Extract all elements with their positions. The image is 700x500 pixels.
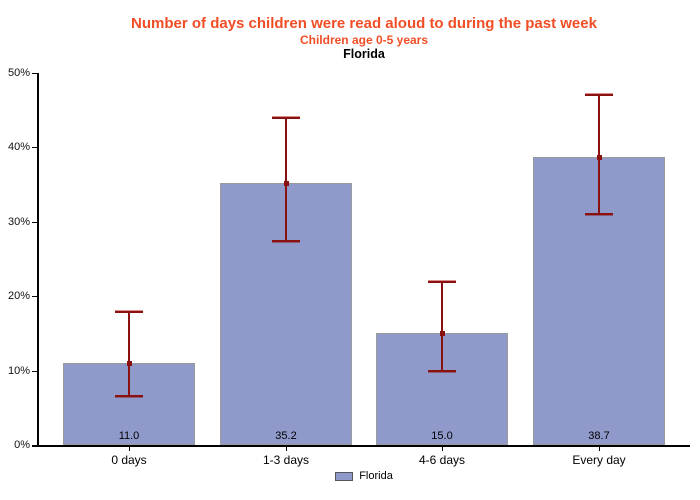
y-tick-label: 30%: [7, 216, 30, 228]
y-tick-label: 0%: [14, 439, 30, 451]
chart-region-line: Florida: [343, 47, 385, 61]
x-tick: [286, 447, 287, 451]
y-tick-label: 10%: [7, 365, 30, 377]
bar-value-label: 15.0: [431, 430, 453, 442]
x-tick: [599, 447, 600, 451]
legend-swatch: [335, 471, 354, 481]
error-bar-marker: [596, 154, 602, 160]
error-bar-cap-bottom: [115, 394, 143, 397]
y-tick: [32, 445, 37, 446]
bar-value-label: 35.2: [275, 430, 297, 442]
y-tick-label: 20%: [7, 290, 30, 302]
x-category-label: 0 days: [111, 453, 147, 467]
error-bar-marker: [283, 180, 289, 186]
error-bar: [285, 118, 287, 242]
y-tick-label: 40%: [7, 141, 30, 153]
legend-label: Florida: [359, 470, 393, 482]
x-category-label: 4-6 days: [418, 453, 466, 467]
x-axis: [32, 445, 690, 447]
error-bar-cap-top: [115, 310, 143, 313]
y-tick: [32, 147, 37, 148]
error-bar-marker: [126, 360, 132, 366]
bar-value-label: 11.0: [118, 430, 140, 442]
bar-value-label: 38.7: [588, 430, 610, 442]
y-tick: [32, 371, 37, 372]
x-category-label: Every day: [572, 453, 626, 467]
y-tick-label: 50%: [7, 67, 30, 79]
error-bar-cap-bottom: [428, 369, 456, 372]
error-bar-cap-bottom: [272, 240, 300, 243]
y-tick: [32, 222, 37, 223]
error-bar-cap-bottom: [585, 212, 613, 215]
error-bar-marker: [439, 330, 445, 336]
y-axis: [37, 73, 39, 447]
chart-header: Number of days children were read aloud …: [38, 14, 690, 61]
error-bar-cap-top: [272, 117, 300, 120]
x-tick: [442, 447, 443, 451]
chart-title: Number of days children were read aloud …: [131, 15, 597, 32]
legend[interactable]: Florida: [38, 470, 690, 482]
error-bar-cap-top: [428, 281, 456, 284]
x-tick: [129, 447, 130, 451]
y-tick: [32, 73, 37, 74]
error-bar: [128, 311, 130, 396]
x-category-label: 1-3 days: [262, 453, 310, 467]
chart-subtitle: Children age 0-5 years: [299, 33, 429, 47]
y-tick: [32, 296, 37, 297]
error-bar-cap-top: [585, 94, 613, 97]
error-bar: [441, 282, 443, 371]
error-bar: [598, 95, 600, 214]
